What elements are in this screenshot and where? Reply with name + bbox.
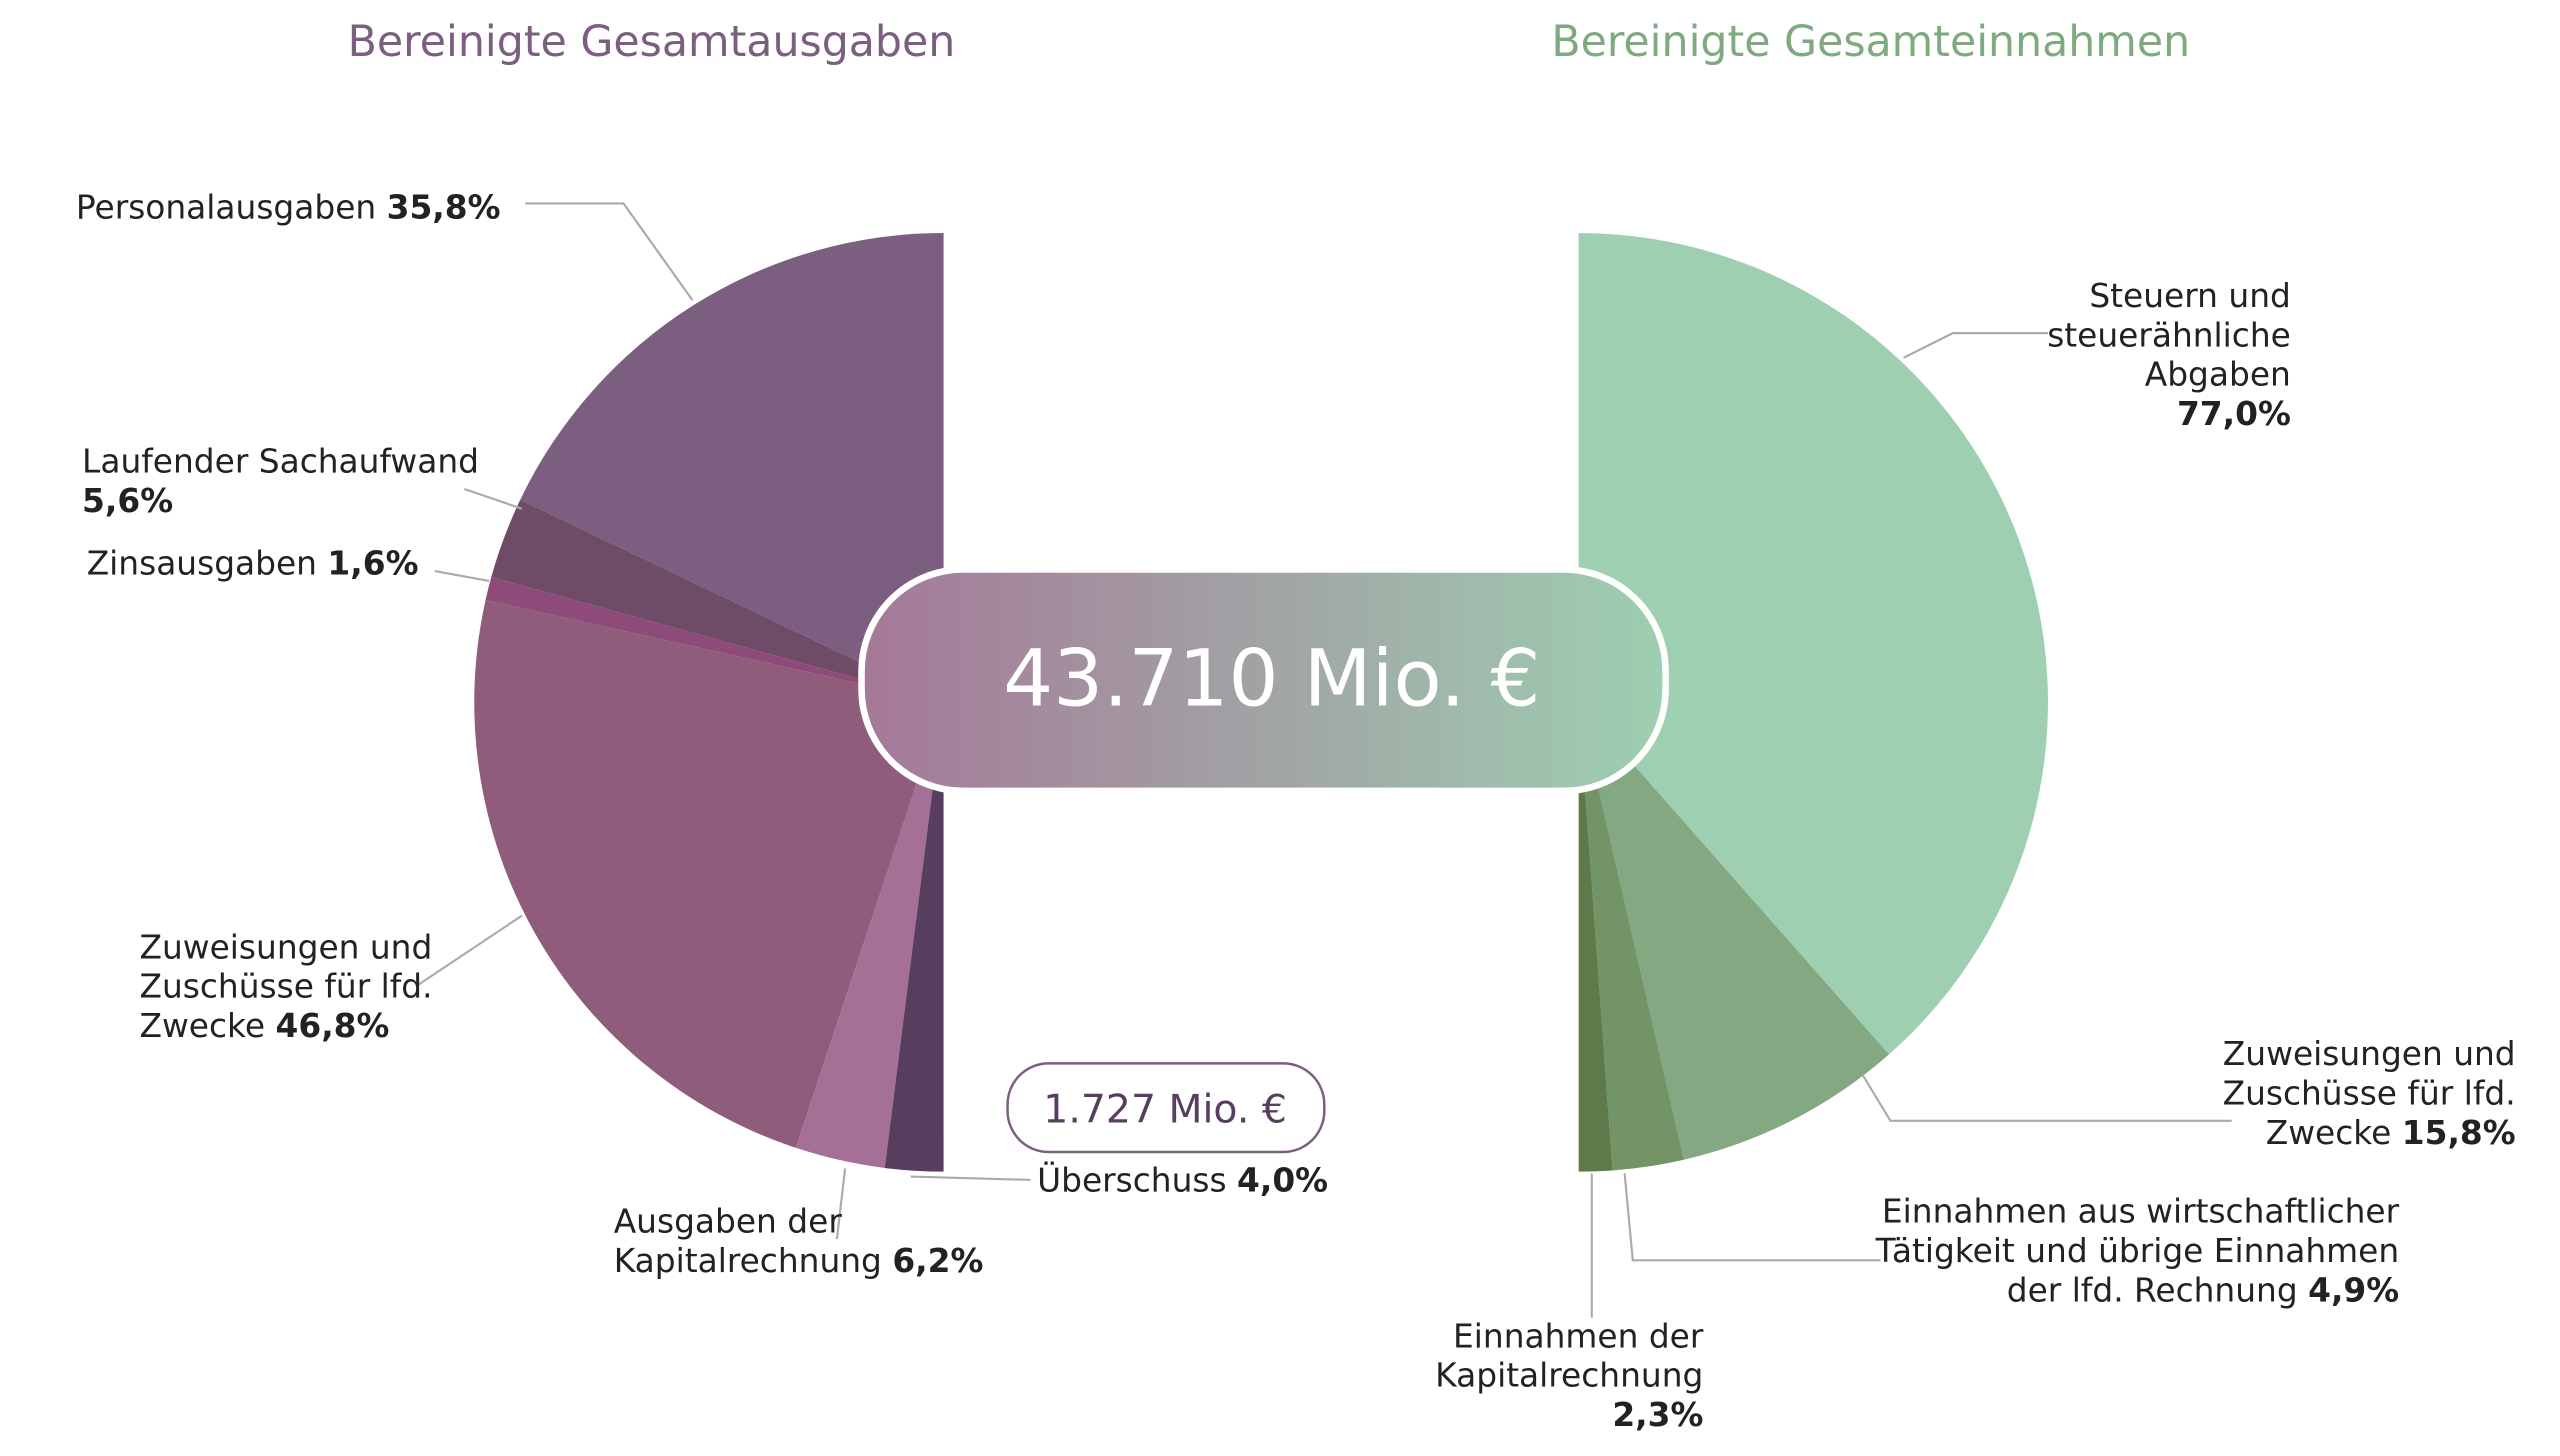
slice-name: Laufender Sachaufwand xyxy=(82,441,480,481)
wedge xyxy=(1578,702,1613,1172)
slice-name: Personalausgaben xyxy=(75,187,377,227)
slice-label: Zinsausgaben 1,6% xyxy=(87,543,419,582)
leader-line xyxy=(464,488,523,510)
wedge xyxy=(1578,702,1684,1171)
slice-value: 15,8% xyxy=(2401,1112,2516,1152)
slice-value: 35,8% xyxy=(386,187,501,227)
slice-value: 4,9% xyxy=(2308,1270,2400,1310)
slice-name: Überschuss xyxy=(1037,1160,1227,1200)
leader-line xyxy=(1903,332,2048,359)
leader-line xyxy=(910,1175,1031,1181)
slice-name: Zuweisungen und Zuschüsse für lfd. Zweck… xyxy=(2222,1033,2516,1152)
slice-value: 1,6% xyxy=(327,543,419,583)
slice-label: Überschuss 4,0% xyxy=(1037,1160,1328,1199)
slice-value: 77,0% xyxy=(2176,393,2291,434)
leader-line xyxy=(835,1168,847,1240)
chart-title: Bereinigte Gesamteinnahmen xyxy=(1551,17,2190,67)
slice-label: Einnahmen der Kapitalrechnung 2,3% xyxy=(1435,1316,1703,1434)
leaders xyxy=(417,202,2232,1318)
slice-value: 46,8% xyxy=(275,1005,390,1046)
slice-value: 6,2% xyxy=(892,1240,984,1280)
wedge xyxy=(474,599,944,1148)
surplus-text: 1.727 Mio. € xyxy=(1043,1086,1287,1132)
slice-name: Steuern und steuerähnliche Abgaben xyxy=(2047,275,2291,394)
slice-value: 4,0% xyxy=(1237,1160,1329,1200)
slice-name: Zuweisungen und Zuschüsse für lfd. Zweck… xyxy=(139,927,433,1046)
wedge xyxy=(795,702,944,1168)
slice-value: 5,6% xyxy=(82,480,174,521)
wedge xyxy=(520,233,944,703)
total-box xyxy=(858,566,1669,795)
wedge xyxy=(1578,702,1890,1160)
wedge xyxy=(485,577,944,703)
slice-name: Zinsausgaben xyxy=(86,543,317,583)
leader-line xyxy=(1861,1074,2232,1122)
slice-label: Ausgaben der Kapitalrechnung 6,2% xyxy=(614,1201,984,1280)
slice-label: Einnahmen aus wirtschaftlicher Tätigkeit… xyxy=(1876,1191,2400,1309)
leader-line xyxy=(525,202,694,301)
chart-title: Bereinigte Gesamtausgaben xyxy=(348,17,956,67)
slice-name: Ausgaben der Kapitalrechnung xyxy=(613,1201,882,1280)
leader-line xyxy=(417,914,523,986)
wedges xyxy=(474,233,2048,1172)
wedge xyxy=(884,702,944,1172)
leader-line xyxy=(1623,1173,1881,1262)
slice-label: Laufender Sachaufwand 5,6% xyxy=(82,441,479,520)
slice-label: Zuweisungen und Zuschüsse für lfd. Zweck… xyxy=(2223,1034,2516,1152)
slice-name: Einnahmen der Kapitalrechnung xyxy=(1435,1316,1704,1395)
slice-name: Einnahmen aus wirtschaftlicher Tätigkeit… xyxy=(1875,1191,2400,1310)
slice-label: Personalausgaben 35,8% xyxy=(76,187,501,226)
wedge xyxy=(491,499,944,703)
surplus-box xyxy=(1006,1062,1326,1154)
wedge xyxy=(1578,233,2048,1055)
leader-line xyxy=(434,570,490,582)
slice-value: 2,3% xyxy=(1612,1394,1704,1435)
slice-label: Zuweisungen und Zuschüsse für lfd. Zweck… xyxy=(139,927,432,1045)
total-text: 43.710 Mio. € xyxy=(1003,633,1540,725)
slice-label: Steuern und steuerähnliche Abgaben 77,0% xyxy=(2047,276,2291,434)
